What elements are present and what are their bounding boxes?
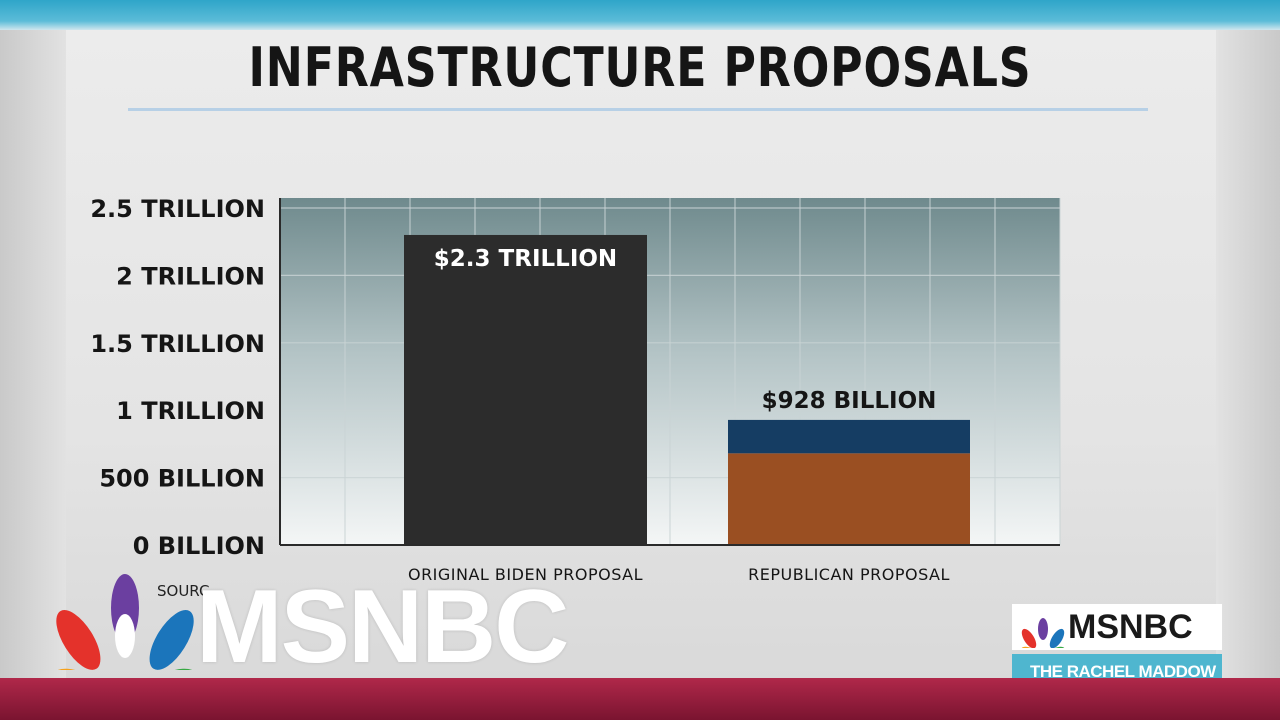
title-underline <box>128 108 1148 111</box>
y-tick-label: 500 BILLION <box>99 465 265 493</box>
peacock-feather-icon <box>149 610 194 670</box>
x-category-label: REPUBLICAN PROPOSAL <box>748 565 950 584</box>
peacock-feather-icon <box>56 610 101 670</box>
chart-title: INFRASTRUCTURE PROPOSALS <box>248 36 1032 99</box>
corner-msnbc-text: MSNBC <box>1068 608 1193 646</box>
bar-segment <box>728 453 970 545</box>
bottom-color-band <box>0 678 1280 720</box>
x-category-label: ORIGINAL BIDEN PROPOSAL <box>408 565 643 584</box>
corner-network-box: MSNBC <box>1012 604 1222 650</box>
y-tick-label: 1 TRILLION <box>116 397 265 425</box>
top-color-band <box>0 0 1280 30</box>
y-tick-label: 1.5 TRILLION <box>90 330 265 358</box>
left-wall <box>0 0 66 720</box>
bar-segment <box>728 419 970 454</box>
bar-segment <box>404 234 647 545</box>
y-tick-label: 2 TRILLION <box>116 262 265 290</box>
source-note: SOURC <box>157 582 210 600</box>
peacock-icon <box>1021 618 1065 648</box>
right-wall <box>1216 0 1280 720</box>
msnbc-wordmark: MSNBC <box>196 569 569 685</box>
y-tick-label: 2.5 TRILLION <box>90 195 265 223</box>
bar-data-label: $928 BILLION <box>762 388 937 414</box>
y-tick-label: 0 BILLION <box>133 532 265 560</box>
msnbc-peacock-logo <box>55 574 198 670</box>
bar-data-label: $2.3 TRILLION <box>434 246 617 272</box>
